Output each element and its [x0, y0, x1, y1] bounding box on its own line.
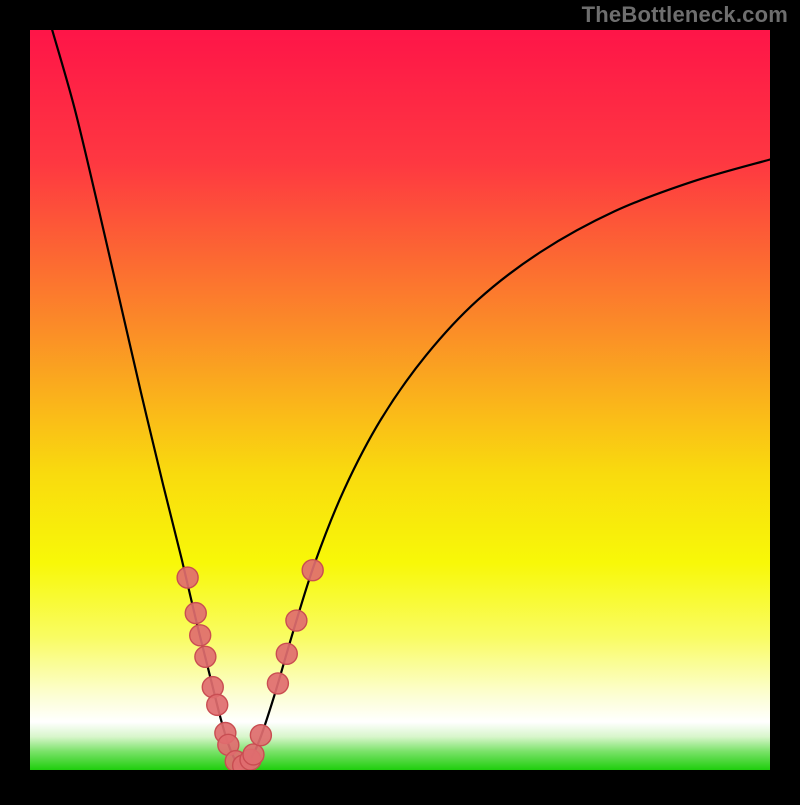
marker-point [177, 567, 198, 588]
marker-point [250, 725, 271, 746]
marker-point [190, 625, 211, 646]
chart-background-gradient [30, 30, 770, 770]
marker-point [243, 744, 264, 765]
marker-point [195, 646, 216, 667]
marker-point [286, 610, 307, 631]
marker-point [302, 560, 323, 581]
marker-point [185, 603, 206, 624]
marker-point [276, 643, 297, 664]
bottleneck-chart [0, 0, 800, 800]
marker-point [267, 673, 288, 694]
marker-point [207, 694, 228, 715]
attribution-label: TheBottleneck.com [582, 2, 788, 28]
